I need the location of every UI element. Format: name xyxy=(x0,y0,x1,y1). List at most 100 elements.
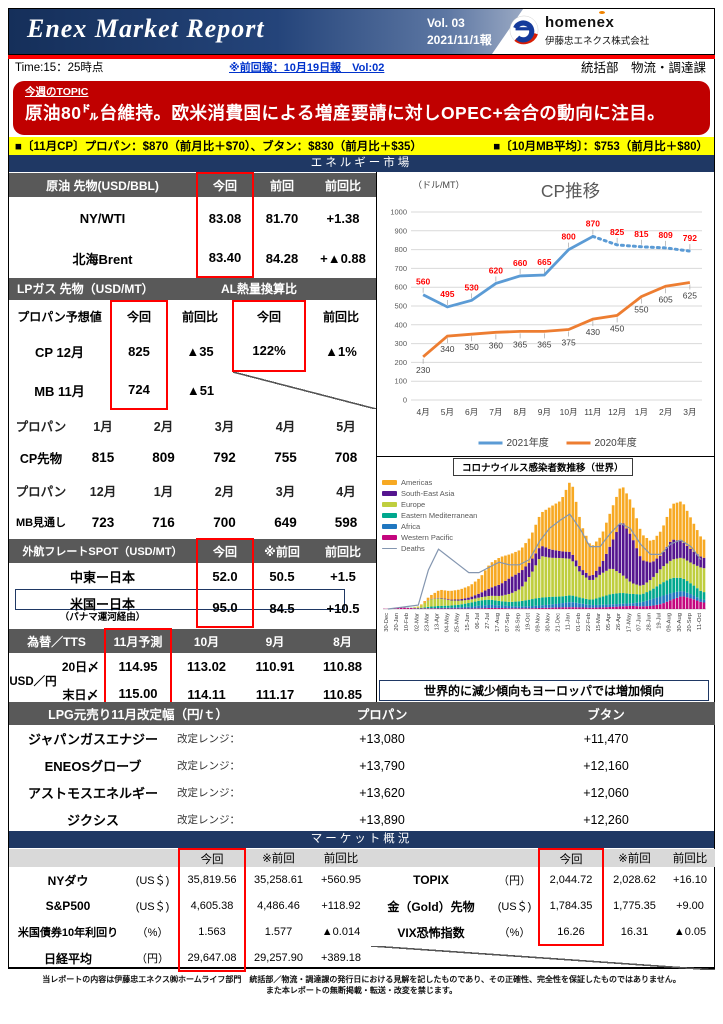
rect xyxy=(554,603,558,608)
text: 365 xyxy=(513,339,527,349)
rect xyxy=(648,599,652,606)
text: 12月 xyxy=(608,407,626,417)
rect xyxy=(467,608,470,609)
table-row xyxy=(371,945,715,970)
rect xyxy=(510,601,514,607)
text: 05-Apr xyxy=(606,613,612,630)
rect xyxy=(490,607,494,609)
rect xyxy=(591,574,595,580)
table-cell: 今回 xyxy=(110,300,168,331)
text: 625 xyxy=(683,291,697,301)
rect xyxy=(628,581,632,594)
rect xyxy=(581,607,585,609)
rect xyxy=(608,607,612,609)
rect xyxy=(625,603,628,607)
legend-item-europe: Europe xyxy=(382,499,477,510)
table-cell: +12,160 xyxy=(583,758,629,773)
table-cell: 111.17 xyxy=(255,686,295,702)
rect xyxy=(490,562,494,588)
rect xyxy=(487,596,490,600)
rect xyxy=(699,599,702,602)
rect xyxy=(467,599,470,604)
legend-item-se_asia: South-East Asia xyxy=(382,488,477,499)
text: 5月 xyxy=(441,407,454,417)
rect xyxy=(571,602,575,608)
table-cell: 114.95 xyxy=(104,653,173,680)
text: CP推移 xyxy=(541,181,600,201)
tbody: 今回 ※前回 前回比 TOPIX （円） 2,044.72 2,028.62 +16.1… xyxy=(371,848,715,970)
lpg-futures-header: LPガス 先物（USD/MT） AL熱量換算比 xyxy=(9,278,376,300)
table-cell: 改定レンジ： xyxy=(177,733,240,745)
rect xyxy=(679,557,682,578)
text: 360 xyxy=(489,340,503,350)
table-cell: +1.5 xyxy=(330,568,356,584)
disclaimer: 当レポートの内容は伊藤忠エネクス㈱ホームライフ部門 統括部／物流・調達課の発行日… xyxy=(8,974,715,996)
logo-wordmark: homenex xyxy=(545,11,649,30)
rect xyxy=(477,597,480,601)
text: 800 xyxy=(562,232,576,242)
crude-futures-table: 原油 先物(USD/BBL) 今回 前回 前回比 NY/WTI 83.08 81… xyxy=(9,172,377,278)
span: LPガス 先物（USD/MT） xyxy=(17,282,154,296)
rect xyxy=(487,599,490,605)
rect xyxy=(440,607,443,609)
rect xyxy=(665,580,669,595)
table-cell: 5月 xyxy=(336,419,356,434)
table-cell: ジャパンガスエナジー xyxy=(27,732,158,747)
table-cell: 3月 xyxy=(214,419,235,434)
rect xyxy=(453,605,457,608)
span: AL熱量換算比 xyxy=(221,282,297,296)
table-cell: NY/WTI xyxy=(79,210,126,226)
rect xyxy=(594,604,598,608)
rect xyxy=(557,596,561,604)
rect xyxy=(547,557,551,597)
rect xyxy=(679,596,682,609)
rect xyxy=(477,605,480,609)
rect xyxy=(494,600,497,606)
rect xyxy=(692,551,696,565)
lpg-futures-table: プロパン予想値 今回 前回比 今回 前回比 CP 12月 825 ▲35 122… xyxy=(9,300,376,410)
rect xyxy=(403,607,406,609)
rect xyxy=(524,581,527,601)
rect xyxy=(695,600,699,609)
rect xyxy=(517,589,521,602)
rect xyxy=(618,593,622,604)
table-cell: 12月 xyxy=(89,484,117,499)
polyline xyxy=(422,281,691,358)
rect xyxy=(621,487,625,524)
rect xyxy=(463,606,467,609)
covid-chart-title: コロナウイルス感染者数推移（世界） xyxy=(453,458,633,476)
americas-swatch-icon xyxy=(382,480,397,485)
rect xyxy=(450,600,453,606)
rect xyxy=(507,554,511,579)
previous-report-link[interactable]: ※前回報：10月19日報 Vol:02 xyxy=(229,62,385,74)
rect xyxy=(584,604,588,608)
rect xyxy=(446,600,450,606)
rect xyxy=(463,600,467,604)
rect xyxy=(514,591,517,602)
rect xyxy=(453,608,457,609)
text: 620 xyxy=(489,265,503,275)
rect xyxy=(497,607,501,609)
energy-tables: 原油 先物(USD/BBL) 今回 前回 前回比 NY/WTI 83.08 81… xyxy=(9,172,377,709)
rect xyxy=(426,597,430,601)
report-body-frame: Time:15：25時点 ※前回報：10月19日報 Vol:02 統括部 物流・… xyxy=(8,59,716,972)
table-cell: +13,890 xyxy=(359,812,405,827)
rect xyxy=(460,608,464,609)
table-cell: プロパン xyxy=(15,419,67,434)
text: 4月 xyxy=(417,407,430,417)
rect xyxy=(625,493,628,529)
rect xyxy=(423,601,427,603)
rect xyxy=(652,576,655,589)
text: 04-May xyxy=(445,613,451,632)
table-cell: 4,605.38 xyxy=(178,893,246,919)
rect xyxy=(531,608,534,609)
rect xyxy=(685,597,689,609)
table-cell: 前回比 xyxy=(310,173,376,197)
rect xyxy=(453,607,457,609)
rect xyxy=(443,599,447,606)
rect xyxy=(662,595,665,604)
rect xyxy=(527,606,531,609)
rect xyxy=(430,599,433,607)
table-cell: USD／円 xyxy=(9,675,57,688)
rect xyxy=(571,595,575,603)
